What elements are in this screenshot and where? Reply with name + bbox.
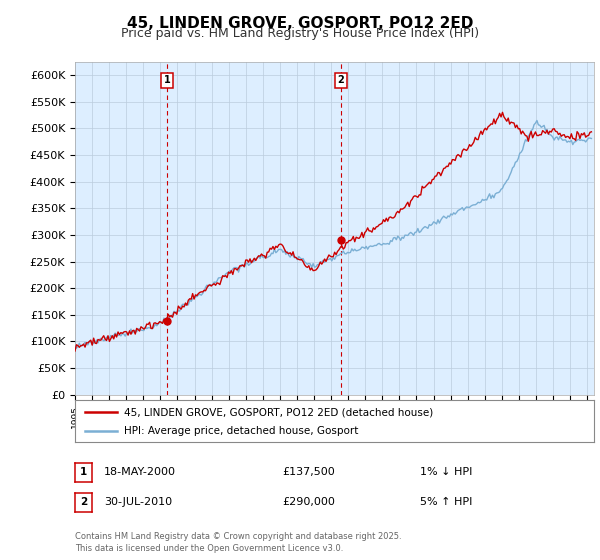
Text: 2: 2 <box>80 497 87 507</box>
Text: 5% ↑ HPI: 5% ↑ HPI <box>420 497 472 507</box>
Text: 1: 1 <box>163 75 170 85</box>
Text: 1: 1 <box>80 467 87 477</box>
Point <box>162 317 172 326</box>
Text: 1% ↓ HPI: 1% ↓ HPI <box>420 467 472 477</box>
Text: 45, LINDEN GROVE, GOSPORT, PO12 2ED: 45, LINDEN GROVE, GOSPORT, PO12 2ED <box>127 16 473 31</box>
Text: £137,500: £137,500 <box>282 467 335 477</box>
Text: 2: 2 <box>338 75 344 85</box>
Text: 45, LINDEN GROVE, GOSPORT, PO12 2ED (detached house): 45, LINDEN GROVE, GOSPORT, PO12 2ED (det… <box>124 407 434 417</box>
Text: 18-MAY-2000: 18-MAY-2000 <box>104 467 176 477</box>
Text: Contains HM Land Registry data © Crown copyright and database right 2025.
This d: Contains HM Land Registry data © Crown c… <box>75 533 401 553</box>
Text: HPI: Average price, detached house, Gosport: HPI: Average price, detached house, Gosp… <box>124 426 359 436</box>
Text: £290,000: £290,000 <box>282 497 335 507</box>
Text: 30-JUL-2010: 30-JUL-2010 <box>104 497 172 507</box>
Text: Price paid vs. HM Land Registry's House Price Index (HPI): Price paid vs. HM Land Registry's House … <box>121 27 479 40</box>
Point <box>336 236 346 245</box>
